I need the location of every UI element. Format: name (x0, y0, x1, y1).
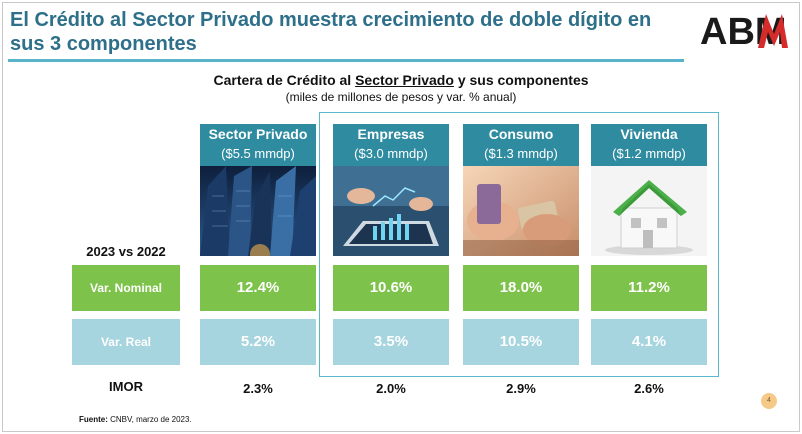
imor-sector-privado: 2.3% (243, 381, 273, 396)
col-amount: ($5.5 mmdp) (221, 146, 295, 161)
skyscrapers-photo (200, 166, 316, 256)
col-amount: ($1.3 mmdp) (484, 146, 558, 161)
col-name: Vivienda (620, 126, 678, 142)
col-header-empresas: Empresas ($3.0 mmdp) (333, 124, 449, 166)
cell-nominal-consumo: 18.0% (463, 265, 579, 311)
col-header-vivienda: Vivienda ($1.2 mmdp) (591, 124, 707, 166)
title-underline-rule (8, 59, 684, 62)
col-amount: ($3.0 mmdp) (354, 146, 428, 161)
col-header-consumo: Consumo ($1.3 mmdp) (463, 124, 579, 166)
source-text: CNBV, marzo de 2023. (110, 415, 192, 424)
credit-card-photo (463, 166, 579, 256)
components-highlight-box (319, 112, 719, 377)
col-name: Empresas (357, 126, 425, 142)
imor-vivienda: 2.6% (634, 381, 664, 396)
col-amount: ($1.2 mmdp) (612, 146, 686, 161)
chart-title-suffix: y sus componentes (457, 72, 589, 88)
row-label-nominal: Var. Nominal (72, 265, 180, 311)
house-model-photo (591, 166, 707, 256)
cell-nominal-empresas: 10.6% (333, 265, 449, 311)
cell-real-consumo: 10.5% (463, 319, 579, 365)
row-label-imor: IMOR (109, 379, 143, 394)
row-label-real: Var. Real (72, 319, 180, 365)
chart-title-underlined: Sector Privado (355, 72, 454, 88)
cell-real-vivienda: 4.1% (591, 319, 707, 365)
col-name: Consumo (488, 126, 554, 142)
col-header-sector-privado: Sector Privado ($5.5 mmdp) (200, 124, 316, 166)
cell-real-empresas: 3.5% (333, 319, 449, 365)
cell-nominal-vivienda: 11.2% (591, 265, 707, 311)
chart-title-prefix: Cartera de Crédito al (213, 72, 352, 88)
chart-title: Cartera de Crédito al Sector Privado y s… (0, 72, 802, 88)
abm-logo: ABM (700, 11, 788, 50)
cell-nominal-sector-privado: 12.4% (200, 265, 316, 311)
imor-consumo: 2.9% (506, 381, 536, 396)
page-number-badge: 4 (761, 393, 777, 409)
imor-empresas: 2.0% (376, 381, 406, 396)
cell-real-sector-privado: 5.2% (200, 319, 316, 365)
slide-title: El Crédito al Sector Privado muestra cre… (10, 9, 652, 55)
tablet-chart-photo (333, 166, 449, 256)
comparison-period-label: 2023 vs 2022 (86, 244, 166, 259)
source-label: Fuente: (79, 415, 108, 424)
source-note: Fuente: CNBV, marzo de 2023. (79, 415, 192, 424)
chart-subtitle: (miles de millones de pesos y var. % anu… (285, 90, 517, 104)
col-name: Sector Privado (208, 126, 308, 142)
